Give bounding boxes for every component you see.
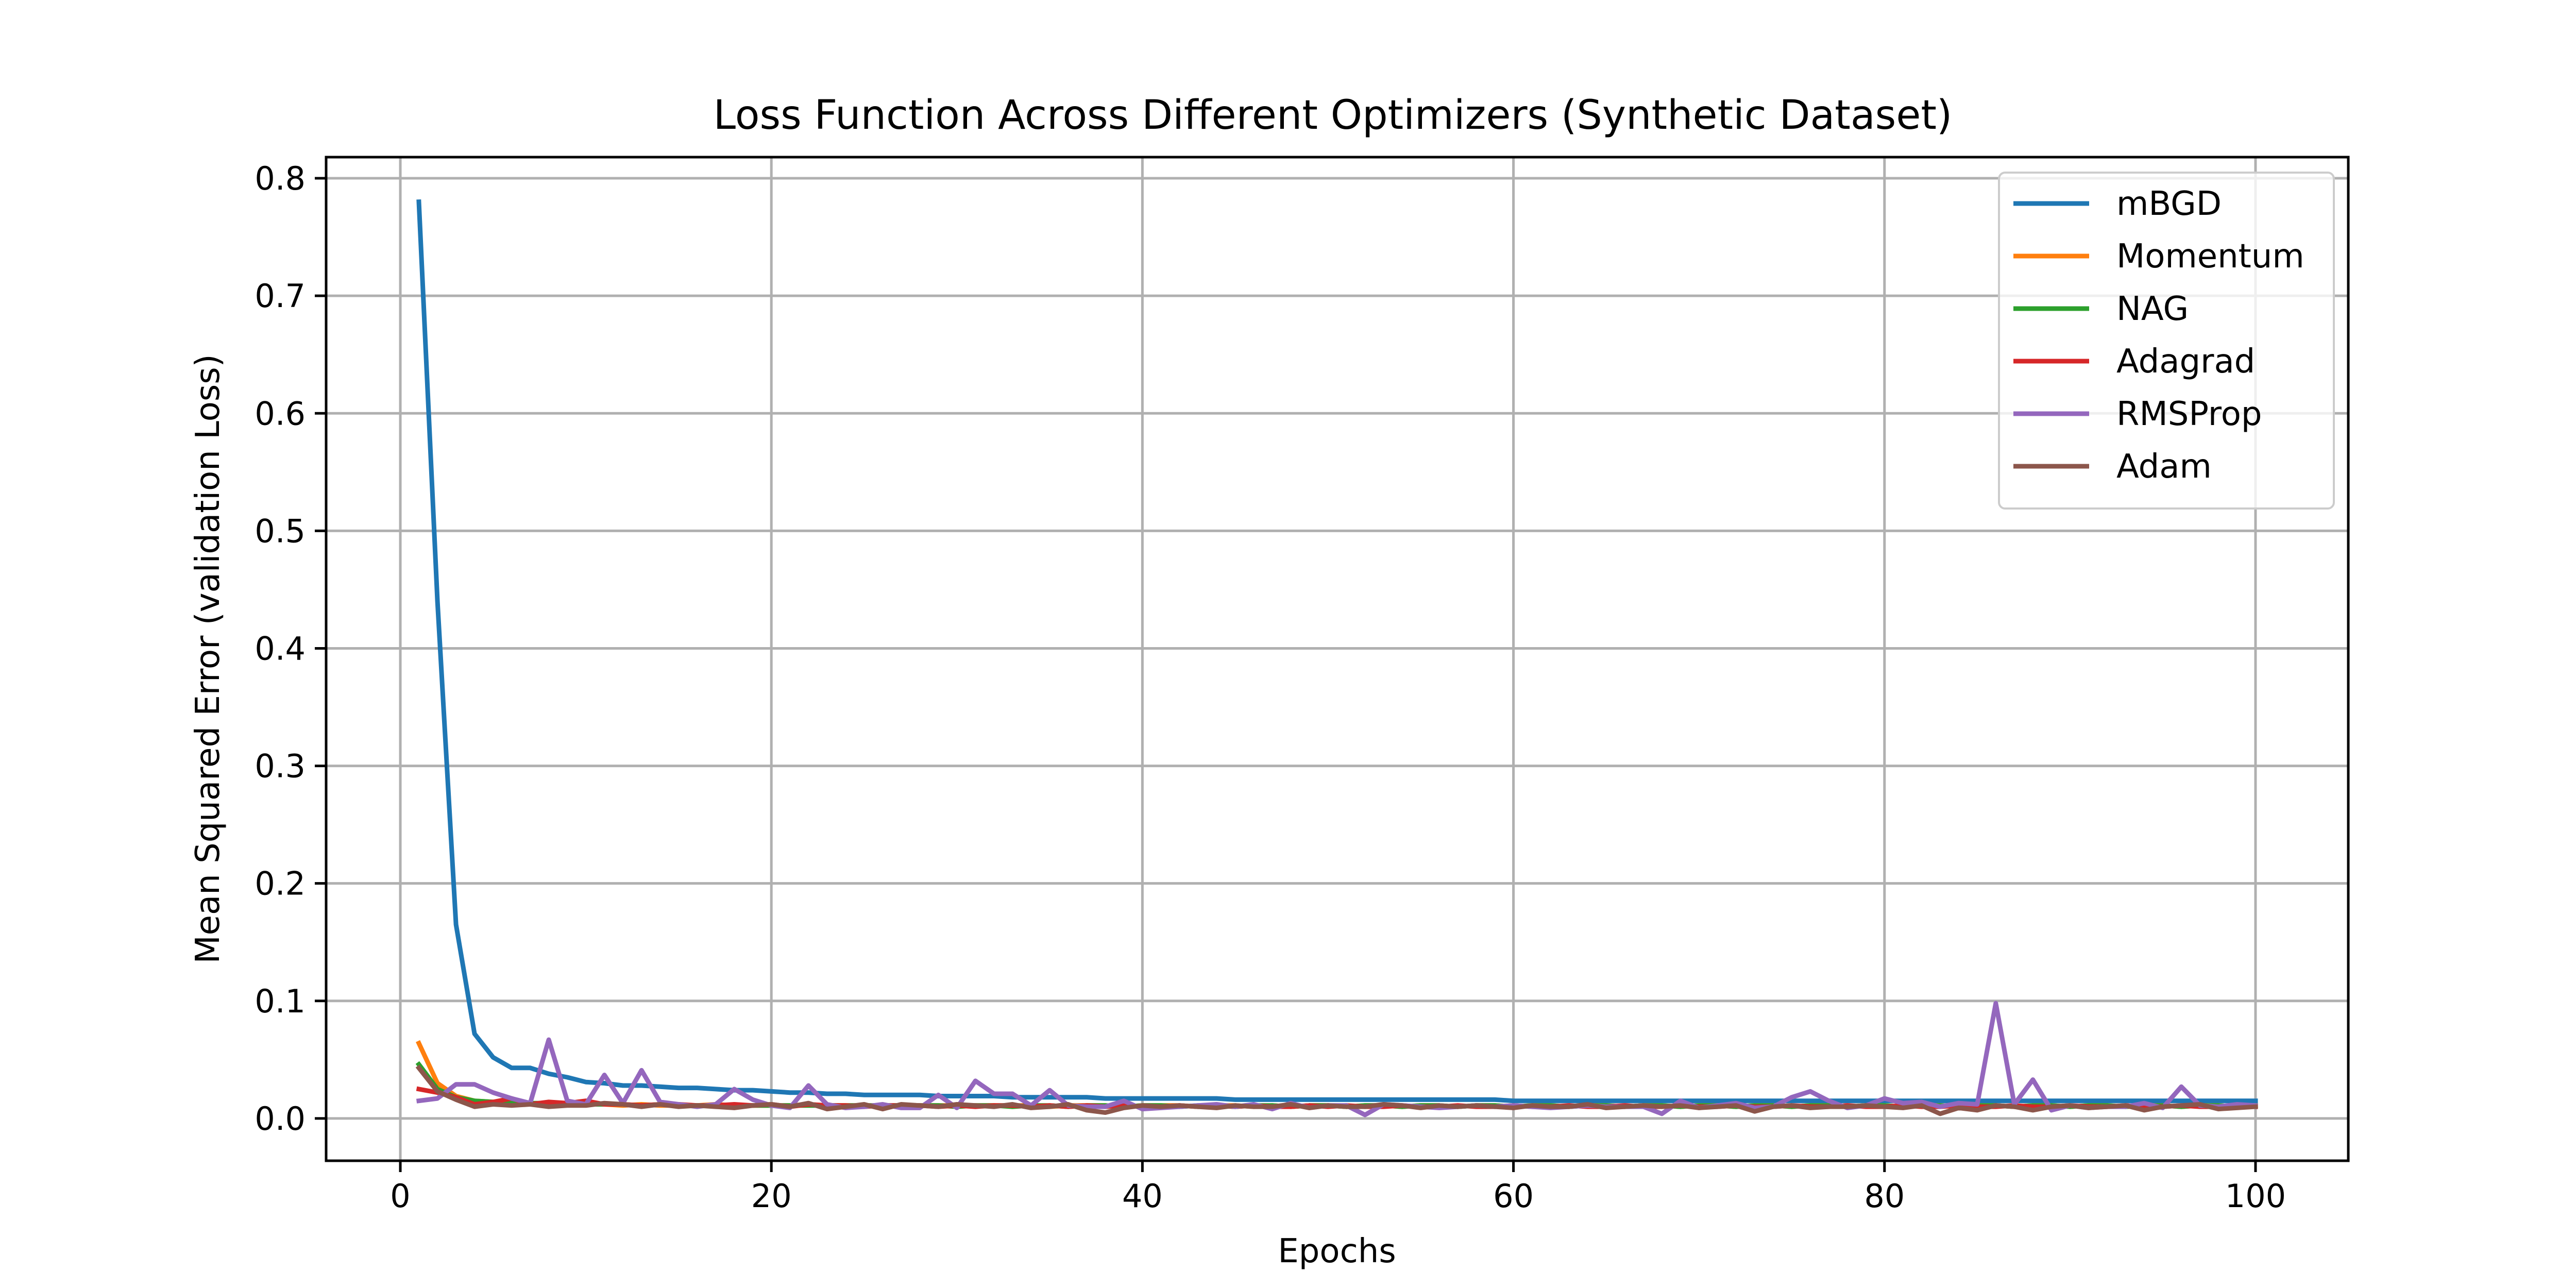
- y-tick-label: 0.4: [255, 630, 306, 667]
- y-tick-label: 0.3: [255, 748, 306, 785]
- series-line-mbgd: [416, 199, 2258, 1104]
- series-line-adam: [415, 1064, 2258, 1116]
- legend-label-adagrad: Adagrad: [2116, 343, 2255, 381]
- y-tick-label: 0.6: [255, 395, 306, 432]
- y-tick-label: 0.0: [255, 1100, 306, 1138]
- chart-title: Loss Function Across Different Optimizer…: [714, 92, 1953, 139]
- x-tick-label: 80: [1864, 1177, 1905, 1215]
- y-tick-label: 0.7: [255, 277, 306, 315]
- y-tick-label: 0.8: [255, 160, 306, 197]
- legend: mBGD Momentum NAG Adagrad RMSProp Adam: [1998, 172, 2335, 510]
- x-axis-title: Epochs: [1278, 1232, 1396, 1270]
- y-axis: 0.0 0.1 0.2 0.3 0.4 0.5 0.6 0.7 0.8: [255, 160, 326, 1138]
- series-lines: [415, 199, 2258, 1117]
- y-tick-label: 0.1: [255, 982, 306, 1020]
- x-tick-label: 60: [1493, 1177, 1534, 1215]
- x-axis: 0 20 40 60 80 100: [390, 1161, 2286, 1215]
- y-axis-title: Mean Squared Error (validation Loss): [189, 354, 227, 963]
- legend-label-momentum: Momentum: [2116, 238, 2304, 276]
- x-tick-label: 40: [1122, 1177, 1163, 1215]
- x-tick-label: 100: [2225, 1177, 2286, 1215]
- legend-label-nag: NAG: [2116, 290, 2189, 328]
- legend-label-rmsprop: RMSProp: [2116, 395, 2262, 433]
- y-tick-label: 0.2: [255, 865, 306, 903]
- grid: [326, 157, 2348, 1161]
- x-tick-label: 20: [751, 1177, 792, 1215]
- legend-label-adam: Adam: [2116, 448, 2212, 486]
- y-tick-label: 0.5: [255, 512, 306, 550]
- legend-label-mbgd: mBGD: [2116, 185, 2222, 223]
- x-tick-label: 0: [390, 1177, 410, 1215]
- plot-area-frame: [325, 156, 2350, 1162]
